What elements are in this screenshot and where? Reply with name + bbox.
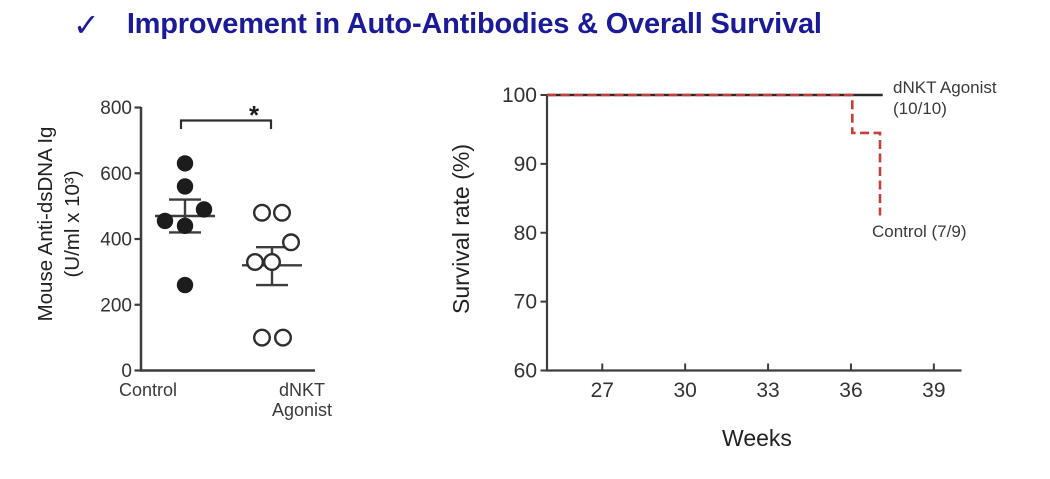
survival-x-tick-label: 30	[673, 379, 696, 402]
data-point-filled	[176, 178, 194, 195]
data-point-open	[274, 328, 293, 347]
data-point-open	[252, 203, 271, 222]
data-point-filled	[156, 212, 174, 230]
survival-x-tick-label: 33	[756, 379, 779, 402]
data-point-open	[273, 203, 292, 222]
slide-title-row: ✓ Improvement in Auto-Antibodies & Overa…	[73, 7, 822, 43]
legend-dnkt-agonist: (10/10)	[893, 99, 947, 118]
survival-y-tick-label: 60	[514, 360, 537, 383]
scatter-y-tick-label: 0	[121, 361, 132, 382]
page-title: Improvement in Auto-Antibodies & Overall…	[126, 8, 822, 40]
data-point-open	[282, 233, 301, 252]
survival-x-tick-label: 27	[591, 379, 614, 402]
survival-y-tick-label: 90	[514, 153, 537, 176]
survival-x-tick-label: 39	[922, 379, 945, 402]
scatter-y-tick-label: 600	[100, 164, 132, 185]
data-point-filled	[176, 217, 194, 235]
scatter-y-tick-label: 800	[100, 98, 132, 119]
survival-curve-control	[547, 93, 882, 216]
survival-y-tick-label: 80	[514, 222, 537, 245]
survival-y-tick-label: 100	[502, 84, 537, 107]
data-point-open	[245, 253, 264, 272]
significance-bracket	[179, 119, 273, 129]
scatter-y-tick-label: 200	[100, 295, 132, 316]
data-point-filled	[176, 155, 194, 172]
scatter-group-label: Agonist	[272, 400, 332, 420]
survival-x-axis-label: Weeks	[722, 425, 792, 451]
scatter-group-label: Control	[119, 380, 177, 400]
scatter-y-axis-label: Mouse Anti-dsDNA Ig	[34, 127, 57, 322]
data-point-open	[263, 253, 282, 272]
legend-dnkt-agonist: dNKT Agonist	[893, 78, 997, 97]
survival-y-axis-label: Survival rate (%)	[448, 144, 474, 314]
data-point-open	[252, 328, 271, 347]
data-point-filled	[195, 201, 213, 218]
checkmark-icon: ✓	[73, 7, 100, 43]
legend-control: Control (7/9)	[872, 222, 966, 241]
survival-x-tick-label: 36	[839, 379, 862, 402]
scatter-group-label: dNKT	[279, 380, 325, 400]
scatter-y-tick-label: 400	[100, 230, 132, 251]
scatter-y-axis-label-units: (U/ml x 10³)	[61, 170, 84, 277]
significance-asterisk: *	[249, 100, 260, 130]
data-point-filled	[176, 276, 194, 294]
survival-y-tick-label: 70	[514, 291, 537, 314]
